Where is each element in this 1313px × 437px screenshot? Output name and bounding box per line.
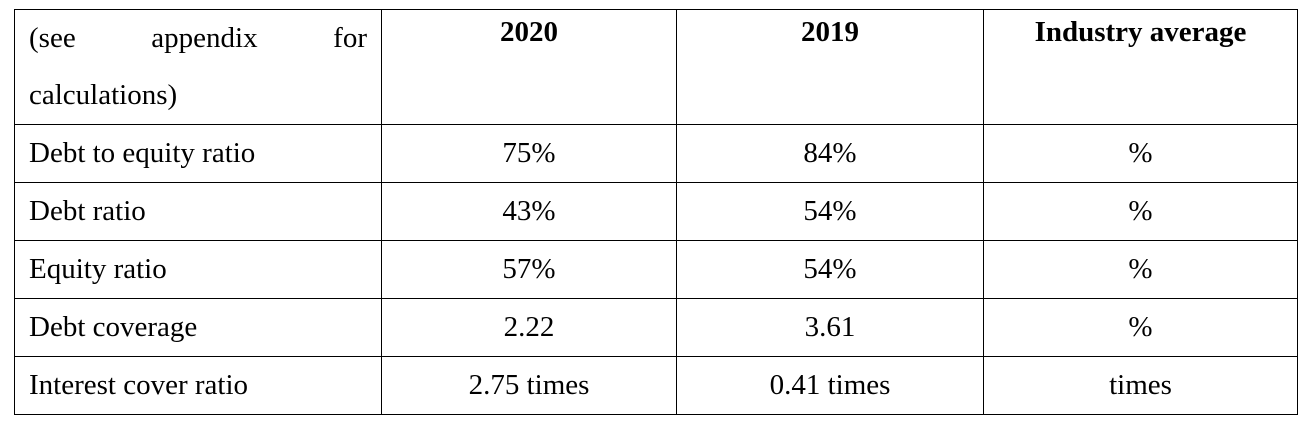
value-industry: % xyxy=(983,298,1298,357)
table-row: Interest cover ratio 2.75 times 0.41 tim… xyxy=(14,356,1298,415)
column-header-2019: 2019 xyxy=(676,9,984,125)
table-header-row: (see appendix for calculations) 2020 201… xyxy=(14,9,1298,125)
value-2019: 0.41 times xyxy=(676,356,984,415)
value-2020: 2.22 xyxy=(381,298,677,357)
row-label: Debt coverage xyxy=(14,298,382,357)
value-industry: % xyxy=(983,124,1298,183)
table-row: Debt coverage 2.22 3.61 % xyxy=(14,298,1298,357)
value-2020: 57% xyxy=(381,240,677,299)
value-2019: 3.61 xyxy=(676,298,984,357)
column-header-industry-average: Industry average xyxy=(983,9,1298,125)
financial-ratios-table: (see appendix for calculations) 2020 201… xyxy=(14,9,1298,415)
table-row: Equity ratio 57% 54% % xyxy=(14,240,1298,299)
value-2020: 2.75 times xyxy=(381,356,677,415)
value-2019: 54% xyxy=(676,182,984,241)
table-row: Debt to equity ratio 75% 84% % xyxy=(14,124,1298,183)
value-2020: 75% xyxy=(381,124,677,183)
row-label: Equity ratio xyxy=(14,240,382,299)
value-2019: 54% xyxy=(676,240,984,299)
value-industry: % xyxy=(983,182,1298,241)
row-label: Interest cover ratio xyxy=(14,356,382,415)
row-label: Debt to equity ratio xyxy=(14,124,382,183)
value-2020: 43% xyxy=(381,182,677,241)
row-label: Debt ratio xyxy=(14,182,382,241)
table-row: Debt ratio 43% 54% % xyxy=(14,182,1298,241)
value-industry: times xyxy=(983,356,1298,415)
value-2019: 84% xyxy=(676,124,984,183)
column-header-2020: 2020 xyxy=(381,9,677,125)
header-note: (see appendix for calculations) xyxy=(14,9,382,125)
value-industry: % xyxy=(983,240,1298,299)
